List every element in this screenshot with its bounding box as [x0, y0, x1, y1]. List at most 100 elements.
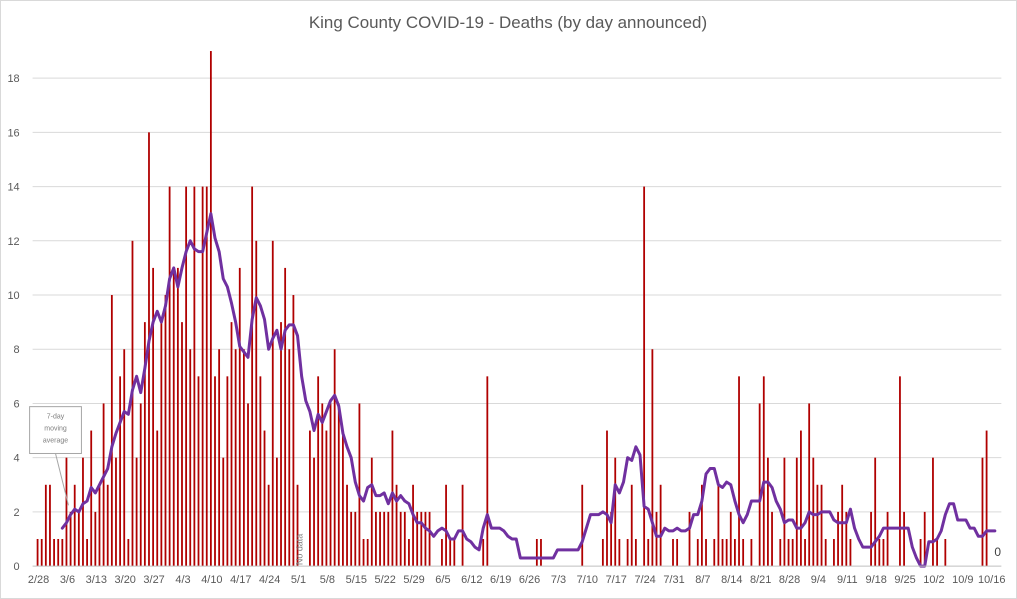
- bar: [383, 511, 386, 567]
- bar: [643, 186, 646, 567]
- bar: [944, 538, 947, 567]
- bar: [119, 376, 121, 567]
- bar: [837, 511, 839, 567]
- bar: [193, 186, 196, 567]
- bar: [981, 457, 984, 567]
- y-tick-label: 18: [7, 73, 19, 85]
- x-tick-label: 8/14: [721, 574, 742, 586]
- x-tick-label: 7/3: [551, 574, 566, 586]
- bar: [259, 376, 262, 567]
- bar: [86, 538, 88, 567]
- last-value-label: 0: [994, 545, 1001, 559]
- x-tick-label: 4/10: [201, 574, 222, 586]
- bar: [783, 457, 786, 567]
- bar: [540, 538, 542, 567]
- bar: [168, 186, 171, 567]
- bar: [651, 349, 654, 567]
- bar: [688, 511, 691, 567]
- y-tick-label: 12: [7, 236, 19, 248]
- bar: [985, 430, 988, 567]
- bar: [705, 538, 707, 567]
- x-tick-label: 4/24: [259, 574, 280, 586]
- bar: [767, 457, 769, 567]
- bar: [403, 511, 406, 567]
- bar: [152, 267, 155, 567]
- bar: [882, 538, 885, 567]
- bar: [800, 430, 802, 567]
- callout-line-3: average: [43, 438, 68, 445]
- bar: [375, 511, 377, 567]
- callout-pointer: [55, 453, 69, 506]
- bar: [164, 295, 167, 567]
- bar: [342, 430, 344, 567]
- bar: [936, 538, 938, 567]
- bar: [317, 376, 320, 567]
- bar: [812, 457, 815, 567]
- bar: [90, 430, 93, 567]
- bar: [354, 511, 357, 567]
- y-tick-label: 8: [14, 344, 20, 356]
- x-tick-label: 3/13: [86, 574, 107, 586]
- bar: [849, 538, 852, 567]
- x-tick-label: 8/7: [695, 574, 710, 586]
- chart-title: King County COVID-19 - Deaths (by day an…: [309, 13, 707, 32]
- bar: [69, 511, 72, 567]
- y-tick-label: 16: [7, 127, 19, 139]
- bar: [181, 322, 183, 567]
- x-tick-label: 9/18: [866, 574, 887, 586]
- bar: [127, 538, 130, 567]
- bar: [94, 511, 97, 567]
- bar: [238, 267, 241, 567]
- x-tick-label: 2/28: [28, 574, 49, 586]
- bar: [288, 349, 291, 567]
- bar: [201, 186, 204, 567]
- bar: [416, 511, 419, 567]
- bar: [267, 484, 270, 567]
- x-tick-label: 7/17: [606, 574, 627, 586]
- bar: [771, 511, 773, 567]
- bar: [903, 511, 905, 567]
- bar: [296, 484, 299, 567]
- bar: [77, 511, 80, 567]
- bar: [919, 538, 922, 567]
- y-axis-ticks: 0 2 4 6 8 10 12 14 16 18: [7, 73, 19, 573]
- bar: [337, 403, 340, 567]
- y-tick-label: 0: [14, 561, 20, 573]
- bar: [779, 538, 782, 567]
- bar: [601, 538, 604, 567]
- x-tick-label: 6/5: [435, 574, 450, 586]
- bar: [614, 457, 617, 567]
- bar: [606, 430, 608, 567]
- bar: [115, 457, 117, 567]
- bar: [626, 538, 629, 567]
- x-tick-label: 4/17: [230, 574, 251, 586]
- bar: [742, 538, 745, 567]
- bar: [82, 457, 84, 567]
- bar: [40, 538, 43, 567]
- bar: [482, 538, 485, 567]
- bar: [932, 457, 934, 567]
- bar: [878, 538, 881, 567]
- x-tick-label: 10/2: [923, 574, 944, 586]
- bar: [791, 538, 794, 567]
- bar: [424, 511, 427, 567]
- bar: [461, 484, 464, 567]
- bar: [713, 538, 716, 567]
- y-tick-label: 6: [14, 398, 20, 410]
- bar: [762, 376, 765, 567]
- bar: [824, 538, 827, 567]
- bar: [923, 511, 926, 567]
- x-tick-label: 3/20: [115, 574, 136, 586]
- bar: [197, 376, 200, 567]
- bar: [271, 240, 274, 567]
- bar: [49, 484, 51, 567]
- bar: [420, 511, 423, 567]
- x-tick-label: 3/6: [60, 574, 75, 586]
- bar: [73, 484, 76, 567]
- bar: [795, 457, 798, 567]
- bar: [44, 484, 47, 567]
- bar: [251, 186, 254, 567]
- x-tick-label: 5/1: [291, 574, 306, 586]
- moving-average-callout: 7-day moving average: [29, 406, 82, 506]
- bar: [445, 484, 447, 567]
